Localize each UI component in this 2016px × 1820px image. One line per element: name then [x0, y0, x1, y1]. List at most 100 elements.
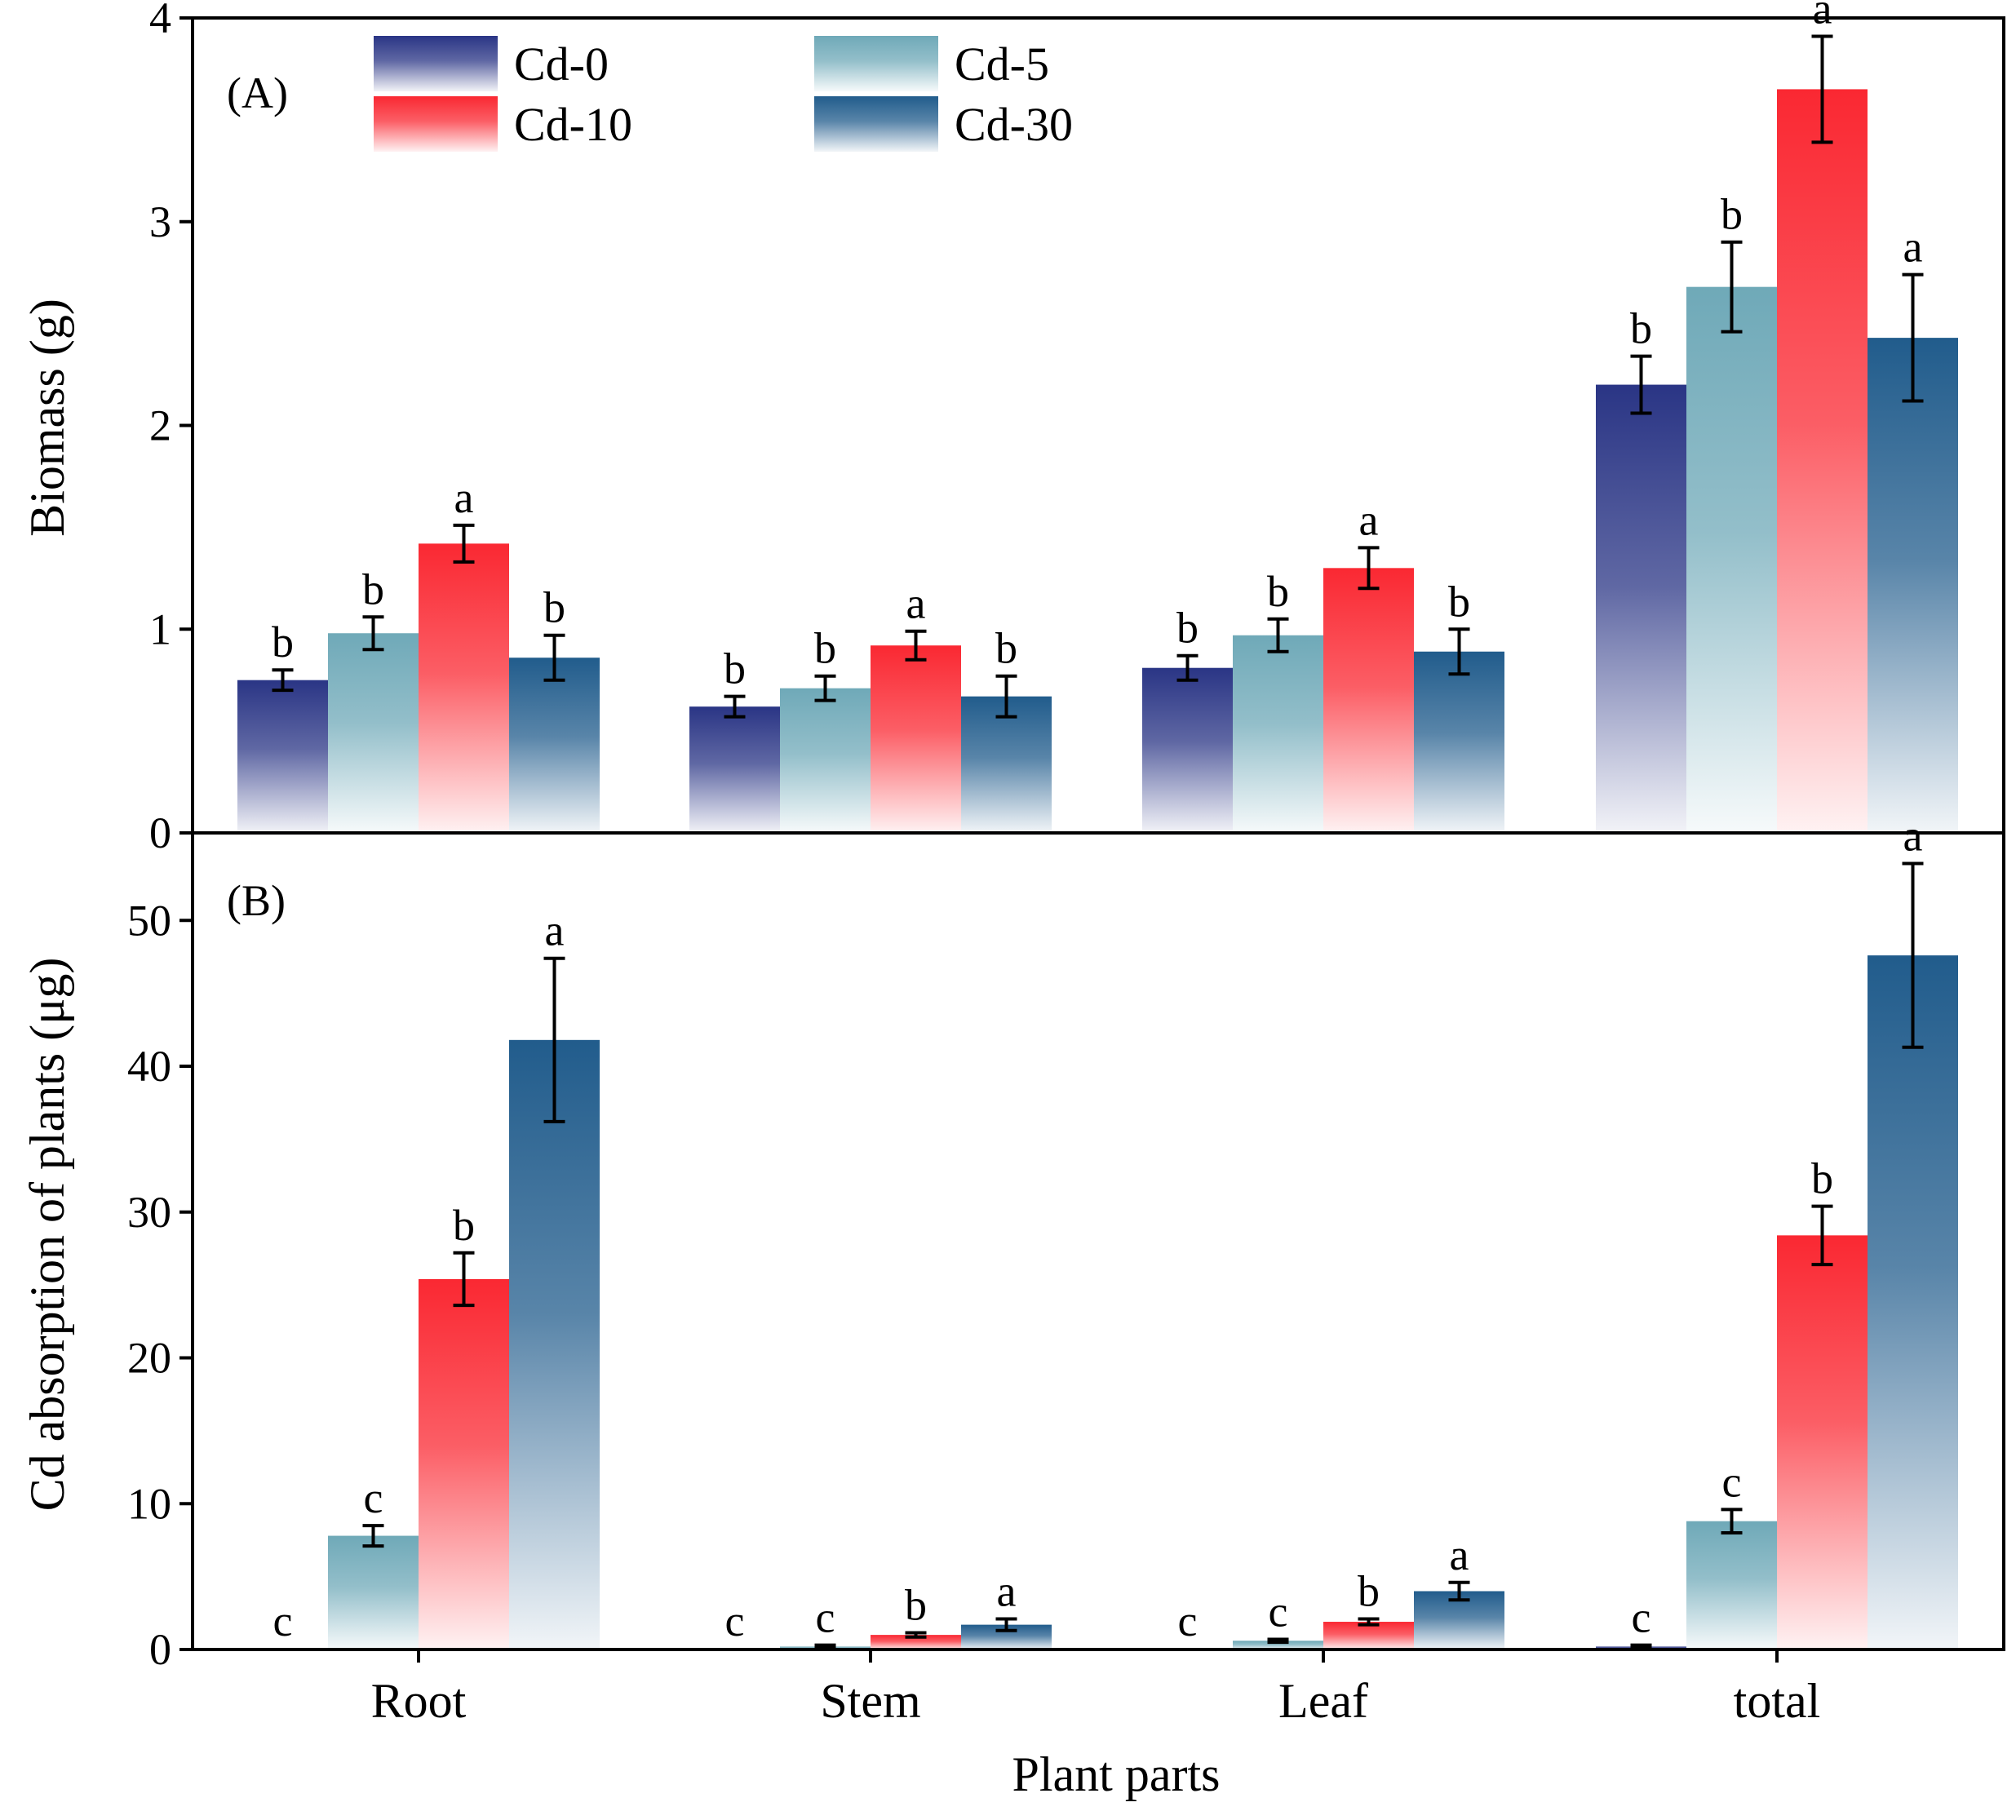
error-bar-panel-a-leaf-cd-10 [1358, 546, 1380, 591]
bar-panel-a-stem-cd-5 [780, 688, 871, 833]
legend-swatch-cd-10 [374, 96, 498, 152]
legend-swatch-cd-5 [814, 36, 938, 91]
bar-panel-a-leaf-cd-10 [1323, 568, 1414, 833]
sig-label-panel-b-stem-cd-30: a [997, 1566, 1017, 1615]
error-bar-panel-b-leaf-cd-5 [1267, 1637, 1289, 1645]
y-axis-title-panel-b: Cd absorption of plants (μg) [20, 958, 74, 1512]
bar-panel-a-leaf-cd-0 [1142, 667, 1233, 833]
y-tick-label-a-4: 4 [149, 0, 171, 42]
panel-a-tag: (A) [227, 69, 288, 117]
legend-label-cd-0: Cd-0 [514, 38, 609, 91]
sig-label-panel-a-root-cd-5: b [362, 565, 384, 613]
error-bar-panel-b-leaf-cd-10 [1358, 1617, 1380, 1627]
panel-b-tag: (B) [227, 876, 286, 925]
x-axis-categories: Root Stem Leaf total [371, 1650, 1821, 1728]
sig-label-panel-a-stem-cd-30: b [995, 624, 1017, 673]
error-bar-panel-a-root-cd-5 [362, 615, 384, 652]
legend-swatch-cd-30 [814, 96, 938, 152]
sig-label-panel-a-total-cd-30: a [1903, 223, 1923, 272]
sig-label-panel-b-root-cd-30: a [545, 906, 565, 955]
sig-label-panel-a-leaf-cd-10: a [1359, 495, 1379, 544]
bar-panel-b-total-cd-10 [1777, 1235, 1868, 1650]
sig-label-panel-b-root-cd-0: c [273, 1596, 293, 1645]
error-bar-panel-a-leaf-cd-30 [1448, 627, 1470, 676]
error-bar-panel-b-total-cd-5 [1721, 1508, 1743, 1534]
x-category-label-root: Root [371, 1674, 467, 1728]
sig-label-panel-a-root-cd-0: b [272, 618, 294, 666]
x-category-label-leaf: Leaf [1278, 1674, 1368, 1728]
sig-label-panel-a-root-cd-10: a [454, 473, 474, 522]
y-axis-ticks-panel-a: 0 1 2 3 4 [149, 0, 193, 857]
sig-label-panel-b-total-cd-10: b [1811, 1154, 1833, 1203]
y-tick-label-b-40: 40 [127, 1042, 171, 1091]
sig-label-panel-a-stem-cd-10: a [906, 579, 926, 628]
bar-panel-b-root-cd-30 [509, 1039, 600, 1650]
sig-label-panel-b-total-cd-5: c [1722, 1457, 1742, 1506]
bar-panel-a-total-cd-5 [1686, 286, 1777, 833]
sig-label-panel-b-stem-cd-10: b [905, 1580, 927, 1629]
sig-label-panel-a-leaf-cd-30: b [1448, 577, 1470, 626]
bar-panel-a-stem-cd-0 [689, 706, 780, 833]
sig-label-panel-a-leaf-cd-5: b [1267, 567, 1289, 616]
bar-panel-a-total-cd-30 [1868, 338, 1958, 833]
bar-panel-a-root-cd-10 [419, 543, 509, 833]
error-bar-panel-b-total-cd-10 [1811, 1204, 1833, 1267]
error-bar-panel-a-leaf-cd-5 [1267, 617, 1289, 653]
x-category-label-stem: Stem [820, 1674, 920, 1728]
bar-panel-a-root-cd-0 [237, 680, 328, 833]
sig-label-panel-b-leaf-cd-0: c [1178, 1596, 1198, 1645]
bar-panel-a-leaf-cd-30 [1414, 651, 1504, 833]
error-bar-panel-b-stem-cd-5 [814, 1643, 836, 1650]
bar-panel-b-root-cd-5 [328, 1535, 419, 1650]
y-tick-label-a-3: 3 [149, 197, 171, 246]
y-tick-label-b-30: 30 [127, 1188, 171, 1237]
sig-label-panel-a-stem-cd-5: b [814, 624, 836, 673]
error-bar-panel-b-total-cd-0 [1630, 1643, 1652, 1650]
bar-panel-b-leaf-cd-10 [1323, 1622, 1414, 1650]
y-tick-label-b-50: 50 [127, 896, 171, 945]
legend: Cd-0 Cd-5 Cd-10 Cd-30 [374, 36, 1073, 152]
error-bar-panel-a-stem-cd-0 [724, 694, 746, 719]
sig-label-panel-a-total-cd-5: b [1721, 190, 1743, 239]
legend-label-cd-30: Cd-30 [955, 98, 1073, 151]
error-bar-panel-a-total-cd-0 [1630, 354, 1652, 415]
error-bar-panel-a-leaf-cd-0 [1176, 653, 1199, 682]
y-tick-label-b-20: 20 [127, 1334, 171, 1383]
y-tick-label-b-0: 0 [149, 1625, 171, 1674]
bar-panel-a-root-cd-5 [328, 633, 419, 833]
y-tick-label-a-0: 0 [149, 808, 171, 857]
bar-panel-a-root-cd-30 [509, 658, 600, 833]
panel-b-frame [191, 831, 2005, 1651]
sig-label-panel-b-stem-cd-0: c [725, 1596, 745, 1645]
error-bar-panel-b-total-cd-30 [1902, 861, 1924, 1049]
sig-label-panel-b-total-cd-0: c [1632, 1593, 1651, 1642]
x-axis-title: Plant parts [1012, 1747, 1221, 1801]
sig-label-panel-b-leaf-cd-5: c [1269, 1587, 1288, 1636]
sig-label-panel-b-root-cd-10: b [453, 1201, 475, 1250]
sig-label-panel-b-root-cd-5: c [364, 1473, 383, 1522]
bar-panel-a-total-cd-0 [1596, 384, 1686, 833]
bar-panel-b-total-cd-5 [1686, 1521, 1777, 1650]
y-axis-title-panel-a: Biomass (g) [20, 299, 74, 537]
y-tick-label-b-10: 10 [127, 1479, 171, 1528]
sig-label-panel-a-total-cd-0: b [1630, 304, 1652, 353]
sig-label-panel-b-leaf-cd-30: a [1450, 1530, 1469, 1579]
sig-label-panel-b-total-cd-30: a [1903, 812, 1923, 861]
error-bar-panel-b-root-cd-30 [543, 956, 565, 1123]
sig-label-panel-b-stem-cd-5: c [816, 1593, 835, 1642]
sig-label-panel-a-stem-cd-0: b [724, 644, 746, 693]
y-tick-label-a-2: 2 [149, 401, 171, 450]
error-bar-panel-a-total-cd-5 [1721, 240, 1743, 334]
bar-panel-b-stem-cd-10 [871, 1635, 961, 1650]
sig-label-panel-b-leaf-cd-10: b [1358, 1566, 1380, 1615]
panel-b-cd-absorption: c c c c c c c c b b b b a a a a 0 10 20 30 40 50 (B) Cd abso… [20, 812, 1958, 1674]
bar-panel-a-stem-cd-10 [871, 645, 961, 833]
x-category-label-total: total [1734, 1674, 1821, 1728]
error-bar-panel-b-root-cd-5 [362, 1524, 384, 1548]
bar-panel-b-root-cd-10 [419, 1278, 509, 1650]
error-bar-panel-b-stem-cd-30 [995, 1617, 1017, 1632]
error-bar-panel-a-root-cd-30 [543, 633, 565, 682]
error-bar-panel-a-root-cd-0 [272, 668, 294, 693]
